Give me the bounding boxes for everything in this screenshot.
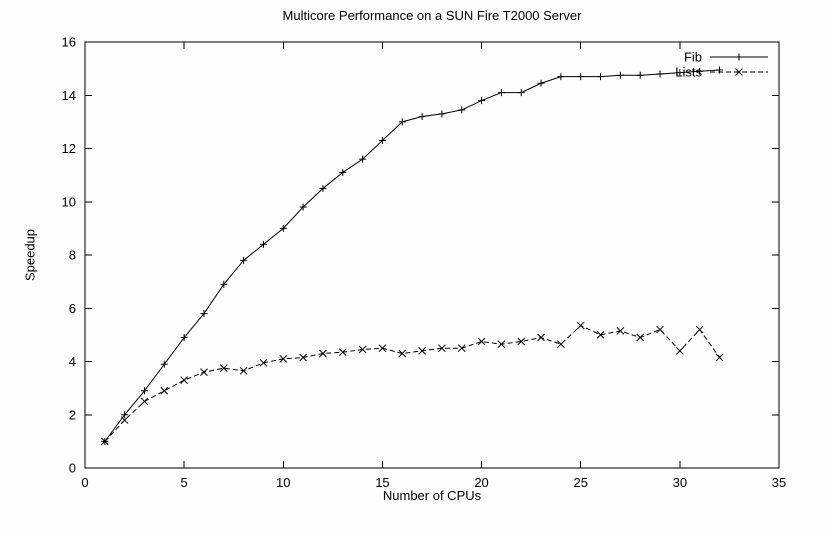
y-tick-label: 10 [62,194,76,209]
x-tick-label: 0 [81,475,88,490]
series-marker-lists [715,353,724,362]
series-marker-lists [695,325,704,334]
series-marker-lists [319,349,327,358]
series-marker-lists [259,358,268,367]
y-tick-label: 4 [69,354,76,369]
series-marker-lists [378,344,387,353]
y-tick-label: 2 [69,407,76,422]
x-tick-label: 10 [276,475,290,490]
series-marker-lists [140,397,149,406]
series-marker-lists [299,353,307,362]
series-marker-lists [457,344,466,353]
series-line-lists [104,324,720,442]
series-marker-lists [120,416,129,424]
chart-title: Multicore Performance on a SUN Fire T200… [282,8,582,23]
y-tick-label: 16 [62,35,76,50]
series-marker-lists [180,376,188,384]
series-marker-lists [200,368,208,377]
legend-marker-lists [735,68,743,76]
series-marker-lists [616,327,625,335]
legend-label-fib: Fib [684,50,702,65]
y-tick-label: 8 [69,248,76,263]
series-marker-lists [438,344,446,353]
series-marker-lists [517,337,526,346]
series-marker-lists [596,331,605,339]
series-marker-lists [398,349,407,358]
y-tick-label: 12 [62,141,76,156]
series-marker-lists [636,333,645,342]
series-marker-lists [279,354,288,363]
series-marker-lists [219,364,228,373]
x-tick-label: 25 [573,475,587,490]
series-marker-lists [358,345,367,354]
series-marker-lists [477,337,486,346]
legend-label-lists: Lists [675,65,702,80]
series-marker-lists [656,325,664,334]
x-axis-label: Number of CPUs [382,488,482,503]
series-marker-lists [537,333,545,342]
series-marker-lists [338,348,347,357]
y-tick-label: 0 [69,461,76,476]
x-tick-label: 30 [673,475,687,490]
plot-border [84,41,780,469]
series-line-fib [104,69,720,442]
x-tick-label: 15 [375,475,389,490]
x-tick-label: 20 [474,475,488,490]
series-marker-lists [557,340,565,349]
series-marker-lists [497,340,506,349]
series-marker-lists [239,366,248,375]
y-tick-label: 14 [62,88,76,103]
y-tick-label: 6 [69,301,76,316]
series-marker-lists [160,386,169,395]
series-marker-lists [418,346,426,355]
x-tick-label: 35 [772,475,786,490]
series-marker-lists [576,321,585,330]
x-tick-label: 5 [181,475,188,490]
series-marker-lists [676,346,684,355]
series-marker-lists [100,437,109,446]
